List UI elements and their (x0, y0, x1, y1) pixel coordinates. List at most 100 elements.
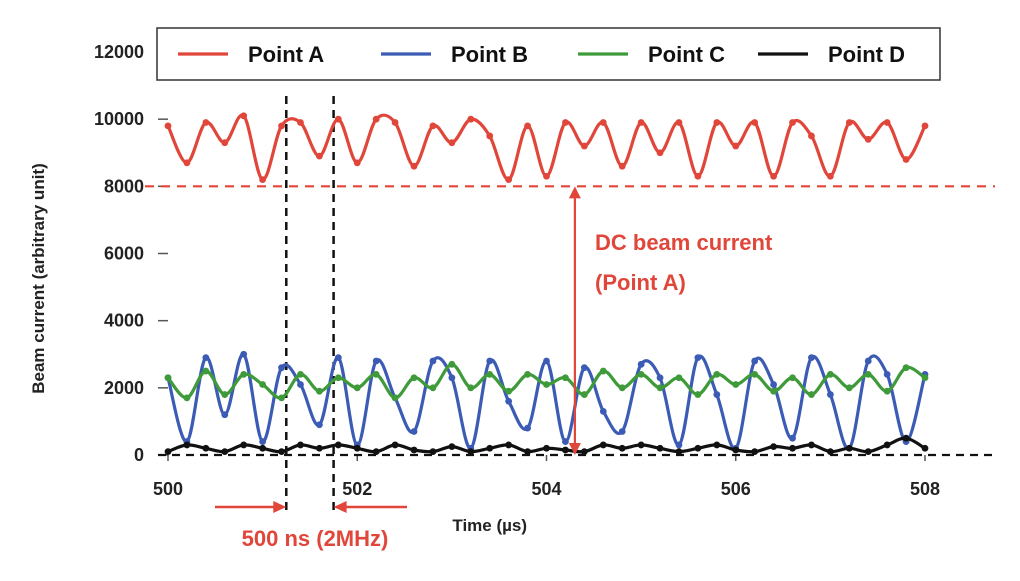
data-point (259, 381, 267, 388)
x-tick-label: 508 (910, 479, 940, 499)
data-point (543, 172, 550, 180)
data-point (240, 441, 248, 449)
data-point (694, 172, 702, 180)
data-point (543, 381, 550, 388)
data-point (164, 448, 172, 456)
data-point (202, 444, 210, 452)
series-point-d (164, 434, 929, 456)
data-point (713, 391, 721, 398)
data-point (334, 115, 342, 123)
y-tick-label: 8000 (104, 176, 144, 196)
data-point (656, 374, 664, 382)
data-point (864, 448, 872, 456)
data-point (278, 448, 285, 456)
data-point (467, 448, 475, 456)
data-point (675, 374, 683, 382)
data-point (732, 142, 740, 150)
data-point (713, 371, 721, 378)
y-tick-label: 12000 (94, 42, 144, 62)
series-group (164, 112, 929, 456)
data-point (297, 119, 304, 126)
data-point (770, 443, 777, 451)
data-point (353, 384, 361, 392)
data-point (297, 381, 304, 388)
data-point (259, 444, 267, 452)
data-point (921, 374, 929, 382)
data-point (902, 156, 910, 163)
data-point (410, 162, 418, 170)
data-point (826, 371, 834, 378)
data-point (410, 428, 418, 435)
data-point (580, 448, 588, 456)
data-point (486, 371, 494, 378)
data-point (808, 132, 815, 140)
data-point (429, 448, 437, 456)
data-point (770, 381, 777, 388)
data-point (599, 367, 607, 375)
data-point (789, 444, 796, 452)
data-point (808, 391, 815, 398)
data-point (694, 444, 702, 452)
data-point (524, 424, 531, 432)
data-point (864, 371, 872, 378)
data-point (580, 391, 588, 398)
dc-annotation-line1: DC beam current (595, 230, 773, 255)
data-point (429, 122, 437, 130)
data-point (183, 441, 191, 449)
data-point (524, 448, 531, 456)
data-point (353, 444, 361, 452)
data-point (883, 441, 891, 449)
data-point (334, 374, 342, 382)
data-point (448, 443, 456, 451)
data-point (808, 354, 815, 362)
dc-arrow-head-down (568, 443, 581, 455)
x-tick-label: 500 (153, 479, 183, 499)
data-point (183, 394, 191, 402)
data-point (599, 119, 607, 126)
dc-arrow-head-up (568, 186, 581, 199)
data-point (845, 384, 853, 392)
x-tick-label: 506 (721, 479, 751, 499)
data-point (826, 448, 834, 456)
data-point (618, 384, 626, 392)
data-point (789, 374, 796, 382)
data-point (562, 119, 569, 126)
data-point (675, 119, 683, 126)
data-point (240, 112, 248, 120)
data-point (543, 357, 550, 365)
data-point (845, 444, 853, 452)
legend-label: Point D (828, 42, 905, 67)
data-point (845, 119, 853, 126)
data-point (921, 122, 929, 130)
legend-label: Point A (248, 42, 324, 67)
data-point (656, 149, 664, 157)
data-point (694, 354, 702, 362)
x-axis-title: Time (µs) (452, 516, 527, 535)
data-point (486, 357, 494, 365)
data-point (164, 374, 172, 382)
data-point (826, 391, 834, 398)
data-point (732, 446, 740, 454)
data-point (316, 444, 323, 452)
data-point (770, 387, 777, 395)
data-point (221, 411, 229, 419)
data-point (637, 441, 645, 449)
data-point (713, 441, 721, 449)
data-point (770, 172, 777, 180)
data-point (372, 371, 380, 378)
series-point-c (164, 360, 929, 402)
data-point (202, 354, 210, 362)
data-point (675, 448, 683, 456)
data-point (391, 119, 399, 126)
data-point (240, 371, 248, 378)
data-point (448, 374, 456, 382)
y-tick-label: 2000 (104, 378, 144, 398)
data-point (372, 115, 380, 123)
data-point (259, 176, 267, 184)
data-point (751, 357, 759, 365)
period-arrow-left-head (273, 501, 287, 513)
data-point (183, 159, 191, 167)
data-point (505, 176, 513, 184)
